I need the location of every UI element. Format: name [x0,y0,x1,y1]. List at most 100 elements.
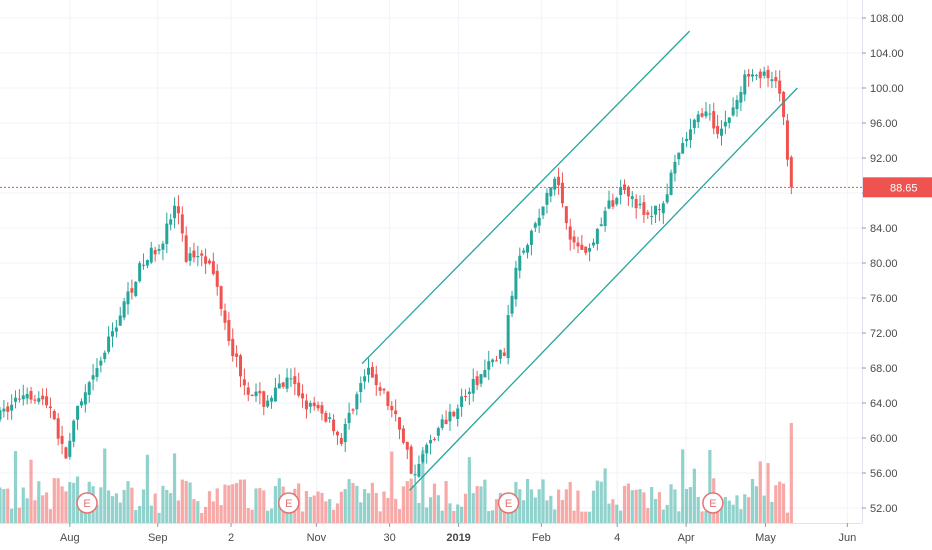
volume-bar [250,509,254,523]
candle-body [444,419,448,425]
earnings-marker[interactable]: E [702,492,724,514]
candle-body [0,410,2,420]
candle-body [591,242,595,246]
candle-body [370,366,374,378]
volume-bar [316,491,320,523]
earnings-letter: E [505,498,512,510]
volume-bar [638,489,642,523]
volume-bar [2,489,6,523]
volume-bar [467,457,471,523]
volume-bar [382,491,386,523]
volume-bar [688,487,693,523]
candle-body [211,261,215,275]
candle-body [207,260,211,264]
earnings-marker[interactable]: E [278,492,300,514]
candle-body [770,79,774,82]
candle-body [343,423,347,443]
volume-bar [351,483,355,523]
volume-bar [646,508,650,523]
volume-bar [10,508,14,523]
candle-body [304,400,308,410]
candle-body [258,390,262,394]
volume-bar [331,509,336,523]
candle-body [95,368,99,377]
volume-bar [203,506,208,523]
candle-body [696,114,700,123]
candle-body [405,441,409,450]
candle-body [118,315,122,326]
volume-bar [560,499,565,523]
candle-body [145,260,149,266]
x-tick-label: Feb [532,532,551,544]
x-axis[interactable]: Aug Sep 2 Nov 30 2019 Feb 4 Apr May Jun [0,523,862,544]
current-price-label: 88.65 [890,182,918,194]
y-tick-label: 68.00 [870,363,898,375]
candle-body [138,263,142,282]
candle-body [29,391,33,400]
volume-bar [223,484,227,523]
candle-body [52,410,56,420]
candle-body [153,250,157,255]
earnings-letter: E [83,498,90,510]
earnings-marker[interactable]: E [497,492,520,514]
candle-body [270,397,274,402]
candle-body [266,400,270,407]
candle-body [188,253,192,261]
candle-body [704,111,708,117]
candle-body [41,395,45,400]
volume-bar [68,482,72,523]
volume-bar [479,486,483,523]
earnings-icon [278,492,300,514]
candle-body [72,420,76,442]
volume-bar [176,500,181,523]
volume-bar [13,451,18,523]
earnings-marker[interactable]: E [76,492,98,514]
candle-body [409,446,413,474]
volume-bar [436,495,440,523]
volume-bar [584,511,588,523]
candle-body [355,394,359,410]
y-axis[interactable]: 108.00104.00100.0096.0092.0088.0084.0080… [862,0,904,523]
y-tick-label: 108.00 [870,13,904,25]
volume-bar [254,488,258,523]
volume-bar [615,504,619,523]
volume-bar [138,505,142,523]
trend-channel [361,30,798,491]
volume-bar [580,511,584,523]
candle-body [21,395,25,400]
candle-body [537,217,541,226]
candle-body [657,209,661,211]
volume-bar [611,499,615,523]
volume-bar [475,486,479,523]
candle-body [475,376,479,386]
y-tick-label: 72.00 [870,328,898,340]
candle-body [588,248,592,252]
candle-body [758,71,762,79]
volume-bar [576,490,580,523]
volume-bar [157,512,161,523]
volume-bar [669,484,673,523]
volume-bar [483,479,487,523]
candle-body [669,172,673,195]
volume-bar [781,483,786,523]
x-tick-label: Aug [60,532,80,544]
volume-bar [196,501,200,523]
volume-bar [634,489,638,523]
candle-body [557,176,561,186]
candle-body [560,182,564,204]
volume-bar [506,507,510,523]
volume-bar [556,489,561,523]
candle-body [64,447,68,459]
candle-body [743,74,747,95]
candle-body [778,80,782,94]
volume-bar [750,479,755,523]
candle-body [425,444,429,454]
volume-bar [141,489,146,523]
candle-body [487,361,491,370]
price-candles [0,65,793,484]
channel-line-upper [361,30,691,365]
candle-body [467,391,471,394]
volume-bar [603,468,607,523]
